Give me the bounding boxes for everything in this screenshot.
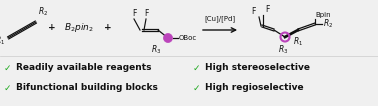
Text: F: F [265,5,270,14]
Text: F: F [144,9,148,18]
Text: ✓: ✓ [193,63,200,73]
Text: Bpin: Bpin [315,12,331,18]
Text: $R_1$: $R_1$ [0,35,5,47]
Circle shape [164,33,172,43]
Text: ✓: ✓ [193,84,200,93]
Text: Bifunctional building blocks: Bifunctional building blocks [16,84,158,93]
Text: $R_2$: $R_2$ [38,6,48,18]
Text: +: + [104,24,112,33]
Text: ✓: ✓ [4,63,11,73]
Text: F: F [132,9,136,18]
Text: High stereoselective: High stereoselective [205,63,310,73]
Text: ✓: ✓ [4,84,11,93]
Text: OBoc: OBoc [179,35,197,41]
Text: +: + [48,24,56,33]
Text: $R_3$: $R_3$ [151,43,161,56]
Text: Readily available reagents: Readily available reagents [16,63,152,73]
Text: $B_2pin_2$: $B_2pin_2$ [64,22,94,34]
Text: $R_2$: $R_2$ [323,18,333,30]
Text: $R_1$: $R_1$ [293,36,303,49]
Text: $R_3$: $R_3$ [278,43,288,56]
Text: High regioselective: High regioselective [205,84,304,93]
Text: F: F [252,7,256,16]
Text: [Cu]/[Pd]: [Cu]/[Pd] [204,15,235,22]
